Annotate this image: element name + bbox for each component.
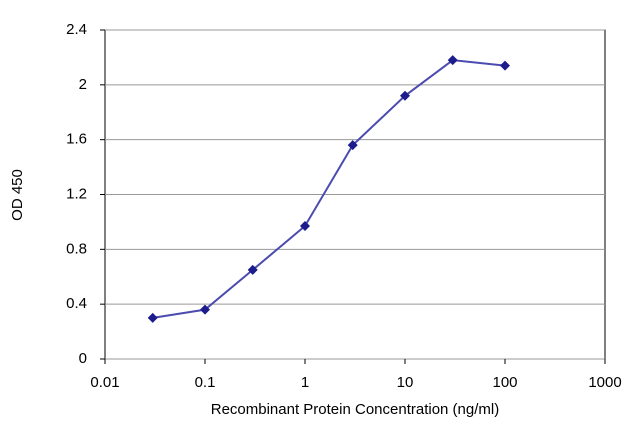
x-tick-label: 1 bbox=[301, 374, 309, 391]
x-tick-label: 1000 bbox=[588, 374, 621, 391]
data-line bbox=[152, 59, 506, 319]
data-point bbox=[200, 304, 210, 315]
y-tick-label: 0.8 bbox=[66, 240, 87, 257]
y-tick-label: 1.6 bbox=[66, 131, 87, 148]
data-point bbox=[400, 90, 410, 101]
y-tick-label: 2 bbox=[79, 76, 87, 93]
data-point bbox=[347, 140, 358, 151]
y-tick-label: 0.4 bbox=[66, 295, 87, 312]
data-point bbox=[300, 221, 310, 232]
data-point bbox=[500, 60, 510, 71]
y-tick-label: 0 bbox=[79, 350, 87, 367]
x-tick-label: 100 bbox=[492, 374, 517, 391]
data-point bbox=[447, 55, 458, 66]
y-tick-label: 1.2 bbox=[66, 185, 87, 202]
x-tick-label: 10 bbox=[397, 374, 414, 391]
y-tick-label: 2.4 bbox=[66, 21, 87, 38]
data-point bbox=[147, 312, 158, 323]
y-axis-label: OD 450 bbox=[9, 169, 26, 221]
data-point bbox=[247, 264, 258, 275]
x-tick-label: 0.1 bbox=[195, 374, 216, 391]
x-tick-label: 0.01 bbox=[90, 374, 119, 391]
x-axis-label: Recombinant Protein Concentration (ng/ml… bbox=[211, 401, 499, 418]
